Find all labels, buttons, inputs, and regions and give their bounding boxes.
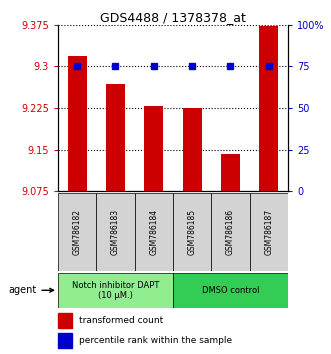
Bar	[58, 273, 173, 308]
Text: GSM786185: GSM786185	[188, 209, 197, 255]
Text: Notch inhibitor DAPT
(10 μM.): Notch inhibitor DAPT (10 μM.)	[72, 281, 159, 300]
Text: agent: agent	[8, 285, 54, 295]
Bar	[173, 273, 288, 308]
Bar	[173, 193, 211, 271]
Bar	[96, 193, 135, 271]
Text: GSM786182: GSM786182	[72, 209, 82, 255]
Bar	[68, 56, 87, 191]
Text: GSM786184: GSM786184	[149, 209, 158, 255]
Text: percentile rank within the sample: percentile rank within the sample	[79, 336, 232, 345]
Bar	[106, 84, 125, 191]
Text: transformed count: transformed count	[79, 316, 163, 325]
Text: GSM786186: GSM786186	[226, 209, 235, 255]
Bar	[250, 193, 288, 271]
Bar	[221, 154, 240, 191]
Bar	[58, 313, 72, 328]
Bar	[58, 193, 96, 271]
Bar	[211, 193, 250, 271]
Text: GSM786187: GSM786187	[264, 209, 273, 255]
Bar	[182, 108, 202, 191]
Bar	[144, 106, 164, 191]
Bar	[135, 193, 173, 271]
Text: GSM786183: GSM786183	[111, 209, 120, 255]
Bar	[259, 27, 278, 191]
Text: DMSO control: DMSO control	[202, 286, 259, 295]
Title: GDS4488 / 1378378_at: GDS4488 / 1378378_at	[100, 11, 246, 24]
Bar	[58, 333, 72, 348]
